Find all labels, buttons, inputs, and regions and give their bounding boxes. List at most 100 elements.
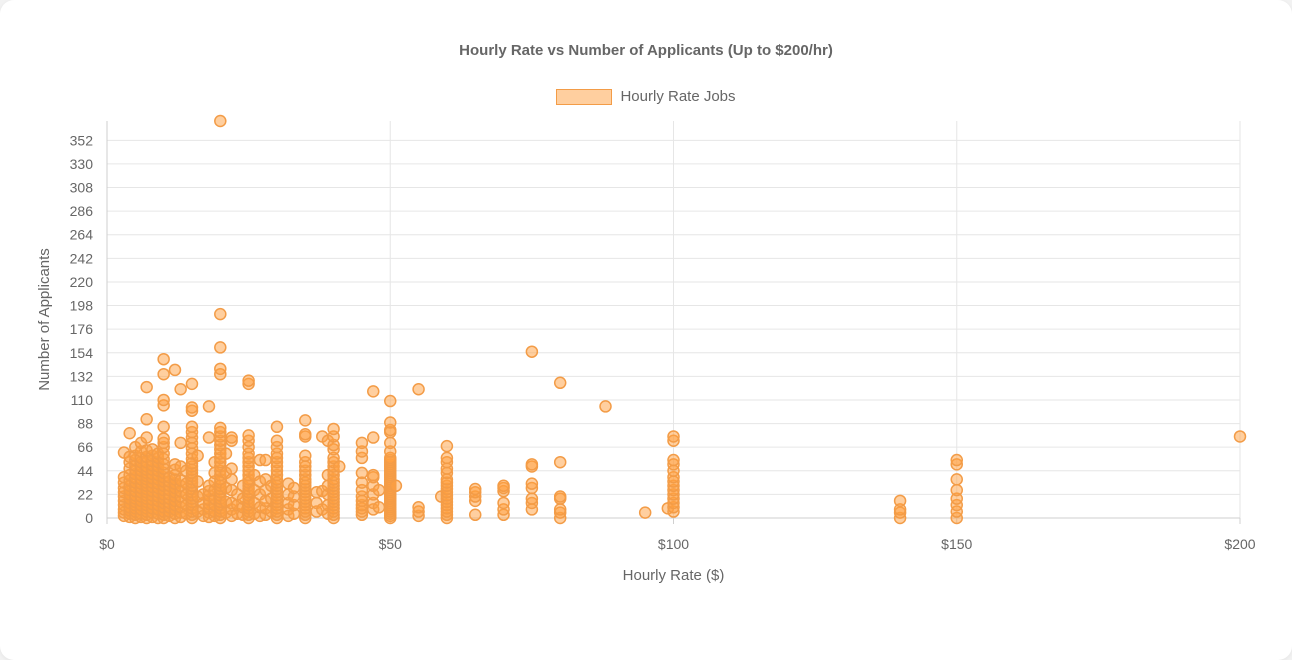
y-tick-label: 352: [70, 132, 94, 148]
data-point[interactable]: [191, 475, 204, 488]
data-point[interactable]: [497, 479, 510, 493]
data-point[interactable]: [214, 114, 227, 128]
y-tick-labels: 0 22 44 66 88 110 132 154 176 198 220 242 264 286 308 3…: [70, 132, 94, 526]
data-point[interactable]: [667, 430, 680, 443]
y-tick-label: 66: [77, 439, 93, 455]
legend-label[interactable]: Hourly Rate Jobs: [620, 88, 736, 105]
data-point[interactable]: [140, 413, 153, 426]
data-point[interactable]: [355, 436, 369, 450]
data-point[interactable]: [367, 431, 380, 444]
data-point[interactable]: [299, 414, 312, 427]
y-tick-label: 198: [70, 298, 94, 314]
data-point[interactable]: [214, 341, 227, 354]
data-point[interactable]: [525, 345, 539, 358]
data-point[interactable]: [497, 496, 510, 510]
data-point[interactable]: [225, 431, 238, 444]
y-tick-label: 264: [70, 227, 94, 243]
data-point[interactable]: [157, 367, 170, 381]
data-point[interactable]: [412, 382, 425, 396]
y-tick-label: 22: [77, 486, 93, 502]
data-point[interactable]: [333, 460, 346, 473]
data-point[interactable]: [327, 422, 340, 436]
data-point[interactable]: [299, 428, 312, 441]
x-tick-label: $0: [99, 536, 115, 552]
data-point[interactable]: [225, 462, 238, 475]
y-tick-label: 330: [70, 156, 94, 172]
data-point[interactable]: [185, 420, 199, 434]
data-point[interactable]: [412, 501, 425, 514]
legend[interactable]: Hourly Rate Jobs: [0, 88, 1292, 105]
data-point[interactable]: [157, 393, 170, 407]
data-point[interactable]: [440, 439, 454, 453]
y-axis-label: Number of Applicants: [36, 248, 53, 391]
data-point[interactable]: [270, 420, 284, 434]
data-point[interactable]: [140, 380, 153, 394]
data-point[interactable]: [202, 400, 216, 413]
data-point[interactable]: [525, 492, 539, 505]
data-point[interactable]: [270, 434, 284, 447]
y-tick-label: 0: [85, 510, 93, 526]
y-tick-label: 242: [70, 250, 94, 266]
x-tick-label: $100: [658, 536, 689, 552]
data-point[interactable]: [185, 401, 199, 414]
data-point[interactable]: [191, 449, 204, 463]
data-point[interactable]: [157, 432, 170, 445]
y-tick-label: 286: [70, 203, 94, 219]
data-point[interactable]: [174, 382, 187, 396]
data-point[interactable]: [214, 362, 227, 376]
chart-title: Hourly Rate vs Number of Applicants (Up …: [459, 42, 833, 59]
y-tick-label: 44: [77, 463, 93, 479]
data-point[interactable]: [242, 374, 255, 387]
data-points: [117, 114, 1247, 525]
data-point[interactable]: [525, 458, 539, 471]
data-point[interactable]: [384, 416, 397, 429]
data-point[interactable]: [214, 421, 227, 435]
data-point[interactable]: [384, 394, 397, 408]
data-point[interactable]: [157, 420, 170, 434]
data-point[interactable]: [553, 455, 567, 469]
data-point[interactable]: [599, 400, 612, 413]
data-point[interactable]: [950, 453, 963, 467]
data-point[interactable]: [168, 363, 182, 377]
data-point[interactable]: [468, 482, 482, 496]
x-tick-labels: $0 $50 $100 $150 $200: [99, 536, 1256, 552]
data-point[interactable]: [174, 436, 187, 450]
data-point[interactable]: [225, 473, 238, 486]
data-point[interactable]: [372, 483, 386, 497]
data-point[interactable]: [950, 483, 963, 497]
data-point[interactable]: [667, 453, 680, 467]
data-point[interactable]: [372, 501, 386, 514]
data-point[interactable]: [367, 385, 380, 398]
data-point[interactable]: [553, 376, 567, 390]
data-point[interactable]: [638, 506, 652, 519]
data-point[interactable]: [185, 377, 199, 391]
data-point[interactable]: [893, 494, 907, 508]
y-tick-label: 220: [70, 274, 94, 290]
data-point[interactable]: [299, 449, 312, 463]
data-point[interactable]: [468, 508, 482, 522]
x-tick-label: $150: [941, 536, 972, 552]
x-tick-label: $50: [379, 536, 403, 552]
data-point[interactable]: [202, 431, 216, 444]
data-point[interactable]: [259, 453, 272, 467]
legend-swatch[interactable]: [556, 88, 613, 105]
data-point[interactable]: [287, 481, 301, 495]
data-point[interactable]: [242, 429, 255, 442]
data-point[interactable]: [219, 447, 233, 460]
data-point[interactable]: [525, 477, 539, 490]
data-point[interactable]: [157, 352, 170, 366]
y-tick-label: 88: [77, 416, 93, 432]
data-point[interactable]: [553, 490, 567, 503]
data-point[interactable]: [553, 503, 567, 516]
data-point[interactable]: [123, 426, 136, 440]
data-point[interactable]: [140, 431, 153, 444]
y-tick-label: 154: [70, 345, 94, 361]
data-point[interactable]: [440, 451, 454, 465]
data-point[interactable]: [355, 466, 369, 480]
data-point[interactable]: [214, 307, 227, 321]
data-point[interactable]: [1233, 430, 1247, 443]
data-point[interactable]: [389, 479, 403, 493]
data-point[interactable]: [367, 468, 380, 482]
data-point[interactable]: [384, 436, 397, 450]
data-point[interactable]: [950, 473, 963, 486]
